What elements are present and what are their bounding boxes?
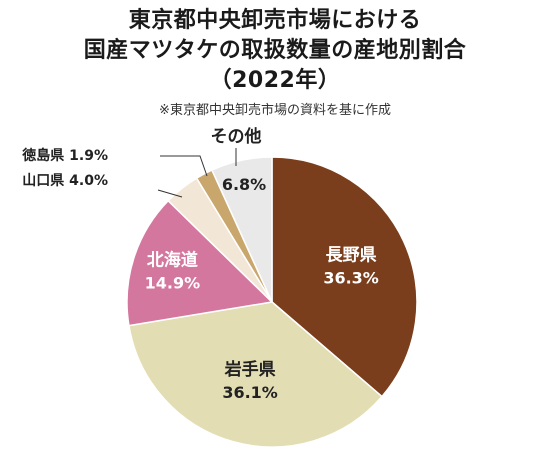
source-note: ※東京都中央卸売市場の資料を基に作成	[159, 103, 391, 118]
slice-3-leader-line	[157, 189, 183, 198]
slice-2-label: 北海道	[147, 250, 198, 271]
slice-0-wedge	[271, 156, 418, 398]
slice-1-wedge	[128, 301, 384, 448]
slice-5-wedge	[210, 156, 273, 303]
slice-4-label: 徳島県 1.9%	[21, 147, 108, 164]
chart-title-line-1: 東京都中央卸売市場における	[128, 8, 422, 33]
slice-4-leader-line	[160, 155, 208, 177]
slice-0-label: 長野県	[326, 246, 377, 266]
slice-2-value-label: 14.9%	[145, 274, 201, 293]
slice-1-value-label: 36.1%	[222, 383, 278, 402]
slice-5-value-label: 6.8%	[222, 175, 266, 194]
slice-5-label: その他	[211, 126, 262, 147]
chart-title-line-3: （2022年）	[209, 68, 341, 93]
slice-2-wedge	[126, 199, 274, 327]
slice-0-value-label: 36.3%	[323, 269, 379, 288]
slice-1-label: 岩手県	[224, 359, 276, 380]
slice-3-label: 山口県 4.0%	[22, 173, 108, 189]
chart-title-line-2: 国産マツタケの取扱数量の産地別割合	[83, 38, 467, 63]
